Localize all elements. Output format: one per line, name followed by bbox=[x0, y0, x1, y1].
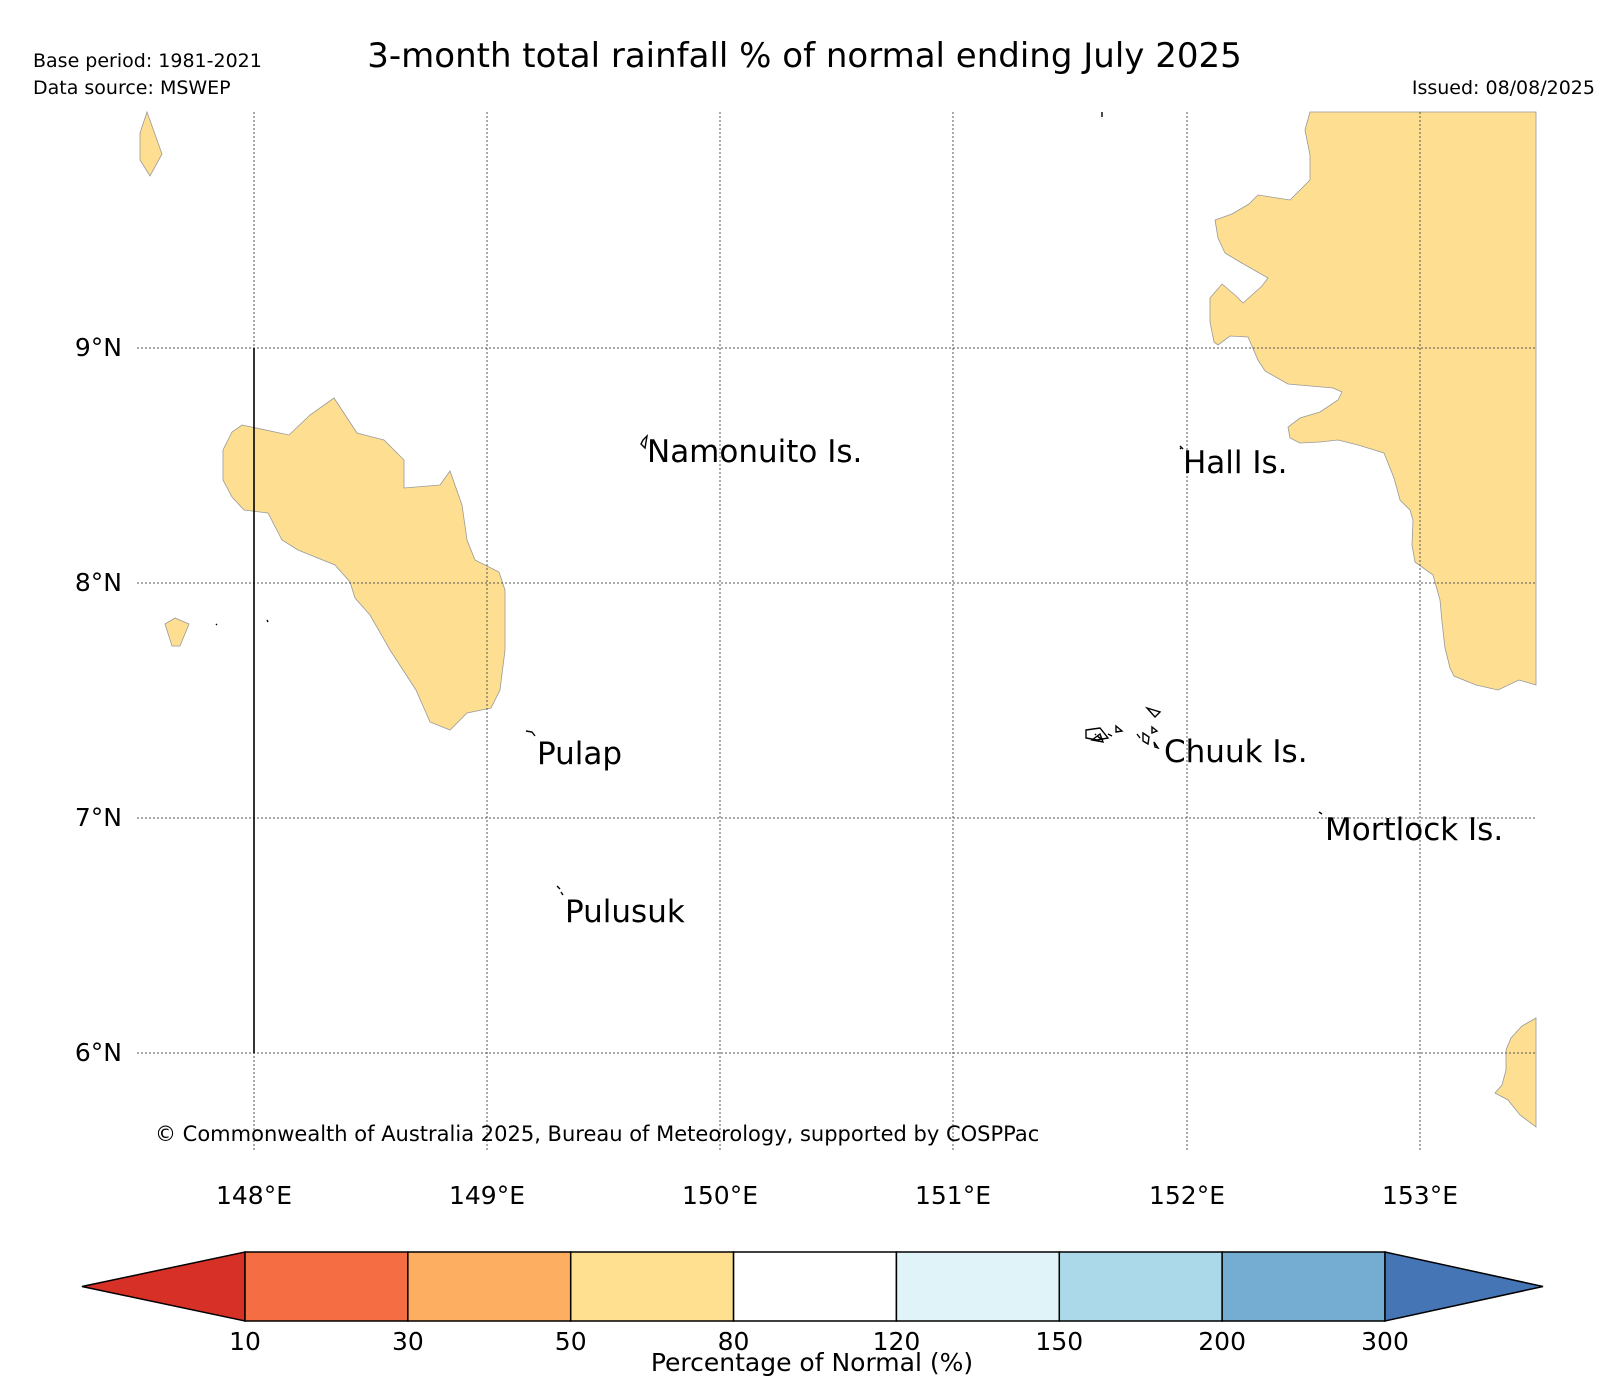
hall-atoll bbox=[1179, 445, 1184, 450]
lon-label-148e: 148°E bbox=[216, 1181, 292, 1210]
lat-label-7n: 7°N bbox=[75, 803, 122, 832]
lon-label-150e: 150°E bbox=[682, 1181, 758, 1210]
colorbar-extend-low bbox=[81, 1251, 246, 1322]
colorbar-bin bbox=[732, 1251, 898, 1322]
lat-label-9n: 9°N bbox=[75, 333, 122, 362]
colorbar-bin bbox=[244, 1251, 409, 1322]
colorbar-tick-label: 10 bbox=[229, 1327, 261, 1356]
colorbar-tick-label: 200 bbox=[1198, 1327, 1246, 1356]
colorbar-bin bbox=[569, 1251, 735, 1322]
place-label-pulusuk: Pulusuk bbox=[565, 894, 685, 930]
lon-label-149e: 149°E bbox=[449, 1181, 525, 1210]
lat-label-8n: 8°N bbox=[75, 568, 122, 597]
colorbar-tick-label: 80 bbox=[718, 1327, 750, 1356]
land-northeast bbox=[1209, 111, 1537, 691]
colorbar-tick-label: 50 bbox=[555, 1327, 587, 1356]
place-label-hall: Hall Is. bbox=[1183, 445, 1288, 481]
lon-label-153e: 153°E bbox=[1382, 1181, 1458, 1210]
issued-date-label: Issued: 08/08/2025 bbox=[1411, 77, 1595, 99]
pulap-atoll bbox=[525, 730, 536, 737]
chuuk-dots bbox=[215, 112, 1182, 736]
place-label-namonuito: Namonuito Is. bbox=[647, 434, 862, 470]
lat-label-6n: 6°N bbox=[75, 1038, 122, 1067]
colorbar-tick-label: 120 bbox=[873, 1327, 921, 1356]
colorbar-bin bbox=[1221, 1251, 1386, 1322]
land-west-islet bbox=[139, 110, 163, 177]
place-label-chuuk: Chuuk Is. bbox=[1164, 734, 1308, 770]
namonuito-atoll bbox=[640, 433, 649, 450]
colorbar-bin bbox=[407, 1251, 572, 1322]
colorbar-tick-label: 30 bbox=[392, 1327, 424, 1356]
colorbar-bin bbox=[1058, 1251, 1223, 1322]
page-title: 3-month total rainfall % of normal endin… bbox=[367, 36, 1242, 76]
place-label-mortlock: Mortlock Is. bbox=[1325, 812, 1503, 848]
pulusuk-atoll bbox=[556, 885, 564, 896]
place-label-pulap: Pulap bbox=[537, 736, 622, 772]
colorbar-extend-high bbox=[1384, 1251, 1544, 1322]
lon-label-152e: 152°E bbox=[1149, 1181, 1225, 1210]
data-source-label: Data source: MSWEP bbox=[33, 77, 231, 99]
land-west-island bbox=[222, 397, 506, 731]
land-southeast bbox=[1494, 1017, 1537, 1128]
colorbar-labels: 10 30 50 80 120 150 200 300 bbox=[229, 1327, 1409, 1356]
colorbar bbox=[81, 1251, 1544, 1322]
atoll-outlines bbox=[215, 112, 1323, 896]
colorbar-tick-label: 300 bbox=[1361, 1327, 1409, 1356]
colorbar-tick-label: 150 bbox=[1035, 1327, 1083, 1356]
colorbar-title: Percentage of Normal (%) bbox=[651, 1348, 973, 1377]
base-period-label: Base period: 1981-2021 bbox=[33, 50, 262, 72]
copyright-notice: © Commonwealth of Australia 2025, Bureau… bbox=[155, 1122, 1039, 1146]
colorbar-bin bbox=[895, 1251, 1061, 1322]
lon-label-151e: 151°E bbox=[915, 1181, 991, 1210]
mortlock-atoll bbox=[1318, 811, 1323, 815]
chuuk-lagoon-islets bbox=[1085, 706, 1162, 750]
land-west-small-islet bbox=[164, 617, 190, 647]
land-layer bbox=[139, 110, 1537, 1128]
graticule bbox=[137, 112, 1536, 1150]
